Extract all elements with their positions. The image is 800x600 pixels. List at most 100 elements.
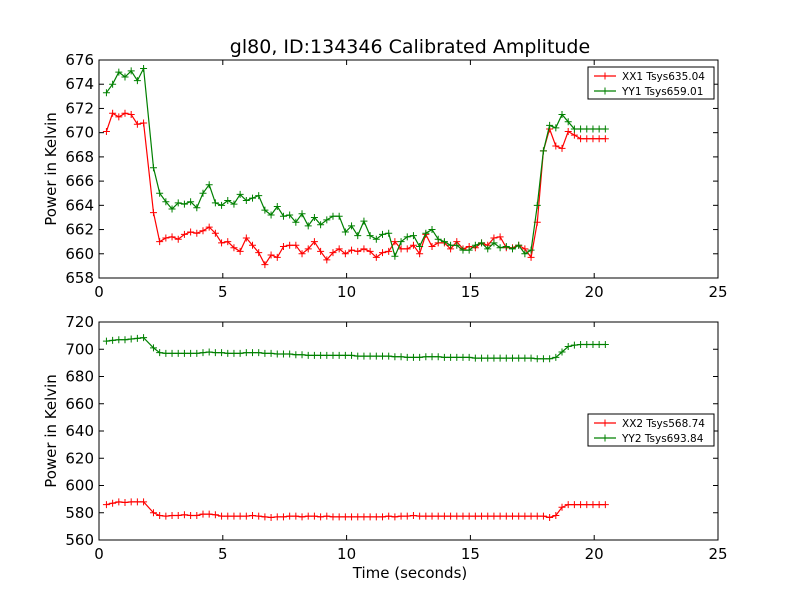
top-data-point <box>577 125 585 133</box>
bottom-data-point <box>230 512 238 520</box>
bottom-data-point <box>187 349 195 357</box>
bottom-data-point <box>595 501 603 509</box>
bottom-data-point <box>211 349 219 357</box>
bottom-data-point <box>508 512 516 520</box>
top-data-point <box>292 218 300 226</box>
bottom-data-point <box>409 353 417 361</box>
top-data-point <box>162 198 170 206</box>
top-data-point <box>323 256 331 264</box>
top-legend-marker <box>601 72 609 80</box>
top-data-point <box>391 238 399 246</box>
top-data-point <box>533 201 541 209</box>
top-data-point <box>496 244 504 252</box>
top-data-point <box>230 200 238 208</box>
bottom-legend-box <box>587 413 715 447</box>
bottom-data-point <box>317 351 325 359</box>
top-data-point <box>187 228 195 236</box>
bottom-data-point <box>127 498 135 506</box>
bottom-data-point <box>601 340 609 348</box>
top-y-tick-label: 664 <box>65 196 94 214</box>
top-data-point <box>515 241 523 249</box>
bottom-data-point <box>156 349 164 357</box>
bottom-data-point <box>310 351 318 359</box>
bottom-y-tick-label: 700 <box>65 340 94 358</box>
bottom-data-point <box>589 501 597 509</box>
top-data-point <box>298 250 306 258</box>
bottom-data-point <box>422 512 430 520</box>
bottom-data-point <box>273 513 281 521</box>
bottom-data-point <box>174 349 182 357</box>
bottom-data-point <box>187 511 195 519</box>
bottom-data-point <box>149 509 157 517</box>
bottom-data-point <box>515 354 523 362</box>
bottom-data-point <box>496 512 504 520</box>
bottom-y-tick-label: 640 <box>65 422 94 440</box>
bottom-x-tick-label: 0 <box>94 545 104 563</box>
top-data-point <box>140 64 148 72</box>
top-data-point <box>385 229 393 237</box>
top-data-point <box>428 243 436 251</box>
bottom-data-point <box>354 352 362 360</box>
top-data-point <box>409 232 417 240</box>
bottom-data-point <box>261 513 269 521</box>
bottom-data-point <box>583 340 591 348</box>
top-data-point <box>447 241 455 249</box>
top-data-point <box>595 125 603 133</box>
bottom-data-point <box>428 353 436 361</box>
bottom-data-point <box>447 512 455 520</box>
bottom-data-point <box>140 498 148 506</box>
bottom-data-point <box>236 512 244 520</box>
bottom-data-point <box>348 351 356 359</box>
top-data-point <box>341 250 349 258</box>
top-data-point <box>354 232 362 240</box>
top-data-point <box>403 245 411 253</box>
bottom-data-point <box>558 348 566 356</box>
bottom-data-point <box>304 512 312 520</box>
bottom-data-point <box>102 337 110 345</box>
top-plot-y-axis-label: Power in Kelvin <box>42 112 60 226</box>
bottom-data-point <box>360 352 368 360</box>
bottom-data-point <box>546 355 554 363</box>
bottom-data-point <box>162 349 170 357</box>
top-data-point <box>174 199 182 207</box>
bottom-plot-y-axis-label: Power in Kelvin <box>42 374 60 488</box>
bottom-data-point <box>193 511 201 519</box>
top-data-point <box>156 189 164 197</box>
top-data-point <box>121 73 129 81</box>
top-data-point <box>329 212 337 220</box>
top-data-point <box>348 246 356 254</box>
bottom-data-point <box>595 340 603 348</box>
top-data-point <box>224 196 232 204</box>
bottom-data-point <box>133 334 141 342</box>
top-data-point <box>279 212 287 220</box>
top-data-point <box>397 238 405 246</box>
top-y-tick-label: 670 <box>65 124 94 142</box>
top-data-point <box>434 235 442 243</box>
top-y-tick-label: 668 <box>65 148 94 166</box>
bottom-data-point <box>211 511 219 519</box>
bottom-data-point <box>521 354 529 362</box>
top-data-point <box>403 233 411 241</box>
top-data-point <box>379 249 387 257</box>
bottom-data-point <box>397 353 405 361</box>
bottom-data-point <box>453 512 461 520</box>
bottom-data-point <box>162 512 170 520</box>
top-data-point <box>570 131 578 139</box>
bottom-data-point <box>267 514 275 522</box>
bottom-data-point <box>121 499 129 507</box>
top-data-point <box>589 125 597 133</box>
top-data-point <box>416 250 424 258</box>
top-legend-marker <box>601 87 609 95</box>
bottom-data-point <box>218 512 226 520</box>
top-data-point <box>187 198 195 206</box>
bottom-data-point <box>354 513 362 521</box>
bottom-data-point <box>236 349 244 357</box>
top-x-tick-label: 10 <box>337 283 356 301</box>
bottom-data-point <box>366 352 374 360</box>
top-data-point <box>205 223 213 231</box>
top-data-point <box>162 234 170 242</box>
bottom-data-point <box>502 354 510 362</box>
bottom-y-tick-label: 620 <box>65 449 94 467</box>
top-data-point <box>168 233 176 241</box>
top-data-point <box>292 241 300 249</box>
